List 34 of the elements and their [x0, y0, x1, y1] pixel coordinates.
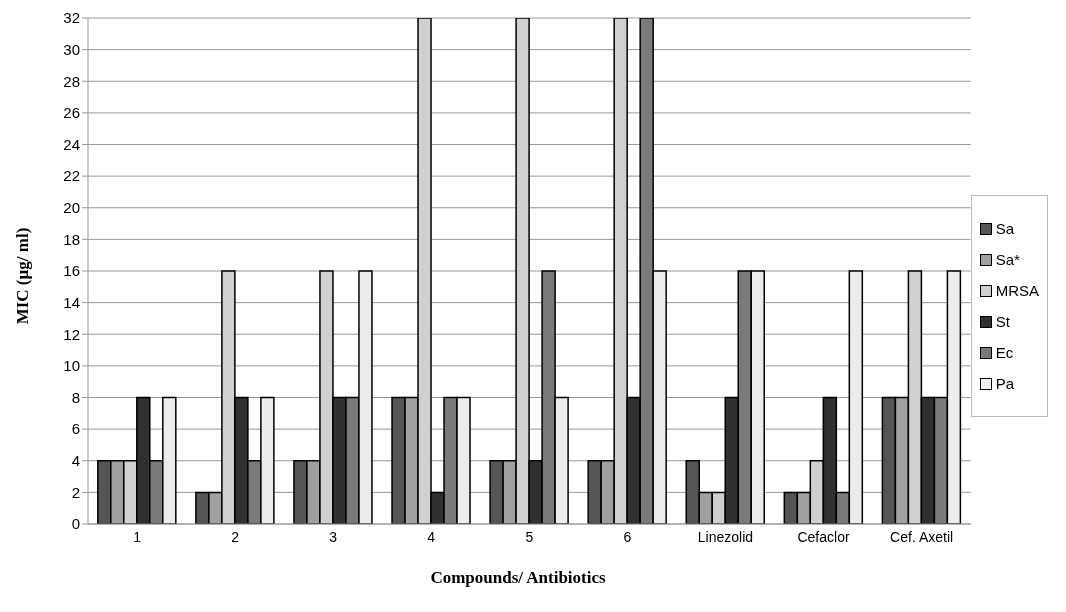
y-tick-label: 18 — [63, 230, 80, 248]
y-tick-label: 10 — [63, 357, 80, 375]
x-tick-label: 4 — [427, 528, 436, 545]
y-tick-label: 6 — [71, 420, 80, 438]
y-tick-label: 8 — [71, 388, 80, 406]
x-tick-label: 6 — [623, 528, 632, 545]
y-tick-label: 24 — [63, 135, 80, 153]
x-tick-label: Linezolid — [697, 528, 754, 545]
x-tick-label: Cefaclor — [797, 528, 850, 545]
x-tick-label: Cef. Axetil — [890, 528, 954, 545]
y-tick-label: 2 — [71, 483, 80, 501]
x-tick-label: 2 — [231, 528, 240, 545]
x-tick-label: 1 — [133, 528, 142, 545]
legend-label: Sa* — [995, 251, 1020, 268]
legend-label: MRSA — [995, 282, 1039, 299]
legend-label: Ec — [995, 344, 1014, 361]
y-tick-label: 14 — [63, 293, 80, 311]
y-tick-label: 22 — [63, 167, 80, 185]
y-tick-label: 26 — [63, 104, 80, 122]
y-tick-label: 4 — [71, 452, 80, 470]
y-tick-label: 32 — [63, 9, 80, 27]
y-tick-label: 28 — [63, 72, 80, 90]
legend-label: Pa — [995, 375, 1015, 392]
y-tick-label: 20 — [63, 199, 80, 217]
y-tick-label: 30 — [63, 40, 80, 58]
y-axis-title: MIC (µg/ ml) — [13, 227, 33, 325]
x-axis-title: Compounds/ Antibiotics — [429, 568, 607, 588]
y-tick-label: 16 — [63, 262, 80, 280]
x-tick-label: 3 — [329, 528, 338, 545]
x-tick-label: 5 — [525, 528, 534, 545]
legend-label: Sa — [995, 220, 1015, 237]
y-tick-label: 12 — [63, 325, 80, 343]
legend-label: St — [995, 313, 1010, 330]
y-tick-label: 0 — [71, 515, 80, 533]
